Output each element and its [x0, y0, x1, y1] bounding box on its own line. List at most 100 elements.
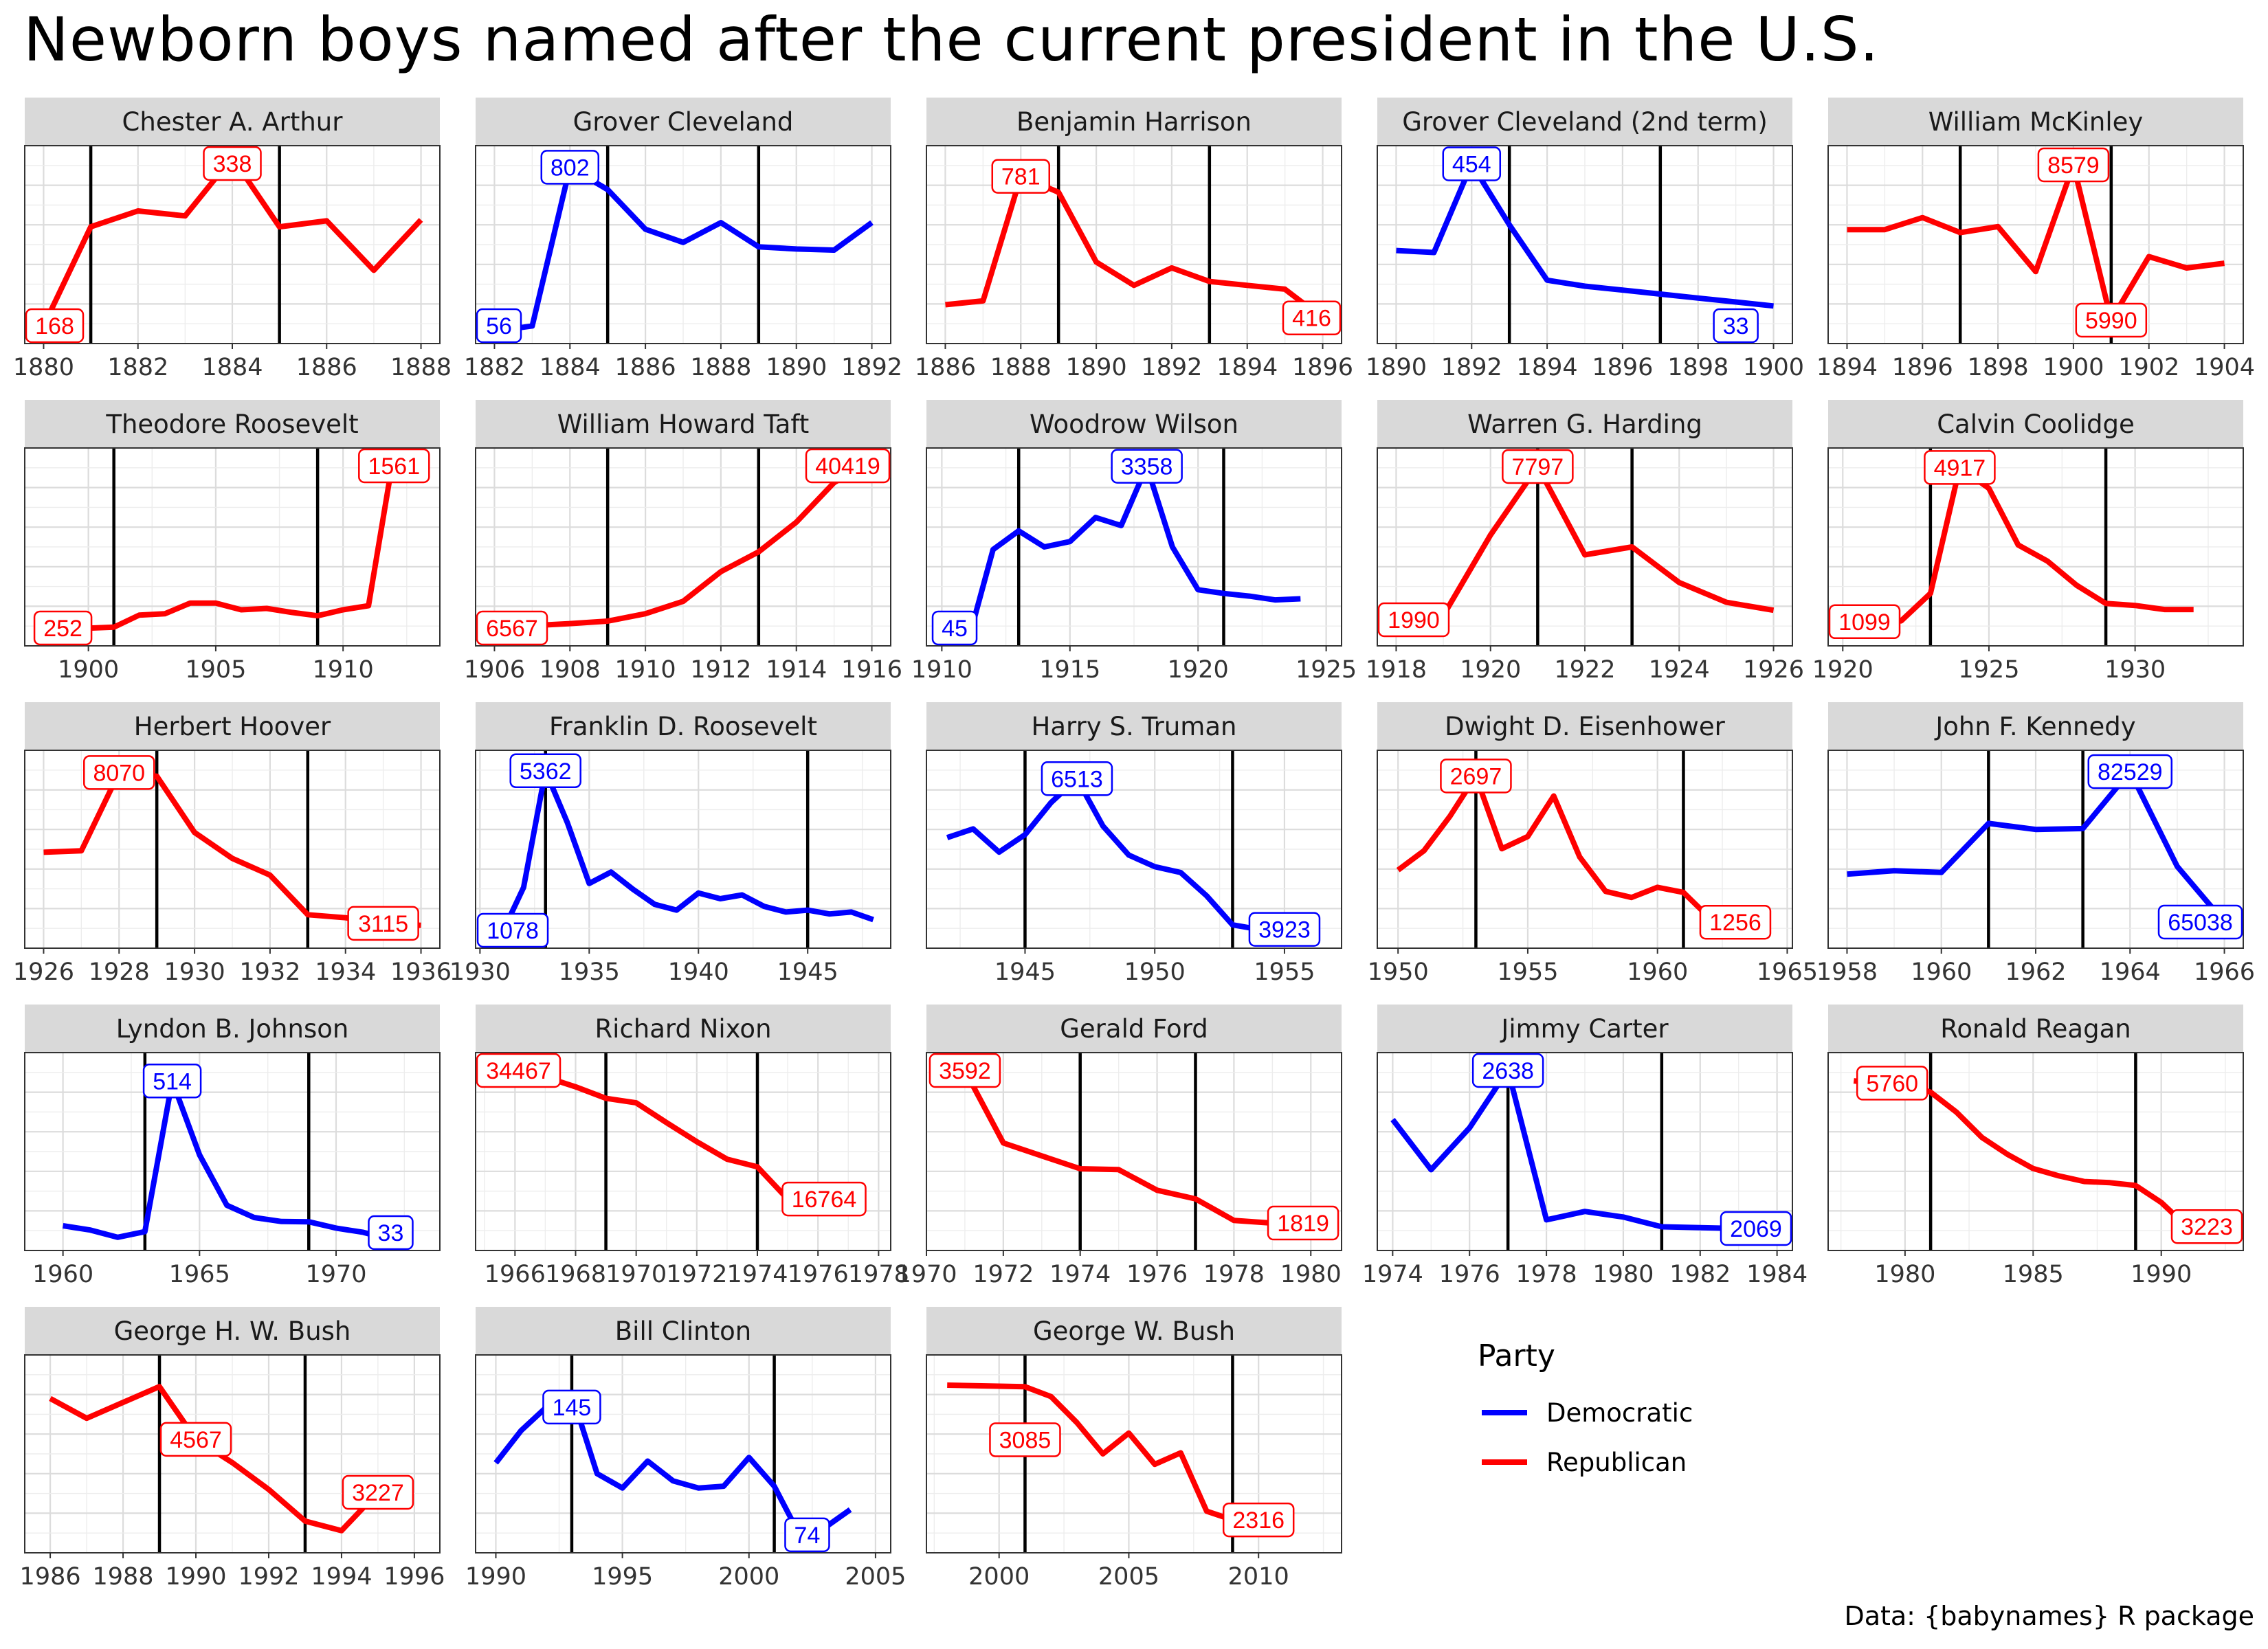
data-label-text: 252: [43, 616, 82, 642]
data-label-box: [1111, 449, 1183, 484]
x-tick-label: 1950: [1368, 958, 1429, 986]
data-label: 1099: [1828, 604, 1901, 640]
data-label-text: 4567: [170, 1427, 222, 1453]
x-tick-label: 1922: [1554, 656, 1615, 684]
strip-background: [926, 400, 1342, 448]
data-label: 1990: [1377, 602, 1450, 638]
strip-background: [25, 702, 440, 750]
data-label-text: 1561: [368, 453, 420, 480]
data-label: 65038: [2157, 904, 2243, 940]
data-label-text: 416: [1292, 306, 1331, 332]
panel-border: [475, 1354, 891, 1553]
panel-title: George W. Bush: [1033, 1316, 1235, 1346]
x-tick-label: 1894: [1216, 354, 1278, 381]
data-label-box: [1248, 912, 1321, 947]
data-label-text: 3227: [352, 1480, 404, 1506]
x-tick-label: 1990: [465, 1563, 526, 1591]
panel-border: [475, 750, 891, 949]
x-tick-label: 1916: [841, 656, 902, 684]
strip-background: [476, 1307, 891, 1355]
panel-george-w-bush: George W. Bush 2000 2005 2010 3085 2316: [926, 1307, 1342, 1591]
series-line: [1396, 464, 1775, 622]
data-label: 8070: [83, 755, 155, 790]
data-label: 56: [476, 308, 522, 344]
panel-lyndon-b-johnson: Lyndon B. Johnson 1960 1965 1970 514 33: [24, 1005, 441, 1288]
x-tick-label: 1955: [1254, 958, 1315, 986]
data-label-box: [142, 1064, 202, 1099]
strip-background: [25, 400, 440, 448]
x-tick-label: 1930: [2104, 656, 2166, 684]
data-label: 33: [368, 1215, 414, 1250]
data-label-box: [1442, 146, 1502, 181]
x-tick-label: 1978: [1203, 1261, 1265, 1288]
x-tick-label: 1892: [1441, 354, 1502, 381]
data-label-text: 5760: [1866, 1070, 1918, 1097]
panel-gerald-ford: Gerald Ford 1970 1972 1974 1976 1978 1980 3592 1…: [896, 1005, 1342, 1288]
data-label-text: 3115: [358, 911, 408, 937]
legend-title: Party: [1478, 1338, 1555, 1373]
x-tick-label: 1900: [1743, 354, 1804, 381]
data-label: 416: [1282, 300, 1342, 335]
panel-title: William Howard Taft: [557, 410, 810, 439]
panel-border: [926, 1354, 1342, 1553]
x-tick-label: 1950: [1124, 958, 1186, 986]
data-label: 168: [25, 308, 85, 344]
panel-border: [475, 447, 891, 647]
panel-warren-g-harding: Warren G. Harding 1918 1920 1922 1924 1926 199…: [1366, 400, 1804, 684]
x-tick-label: 1904: [2194, 354, 2255, 381]
x-tick-label: 1990: [2131, 1261, 2192, 1288]
data-label-box: [1377, 602, 1450, 638]
strip-background: [1828, 400, 2243, 448]
x-tick-label: 1890: [1366, 354, 1427, 381]
x-tick-label: 1930: [164, 958, 225, 986]
x-tick-label: 1902: [2118, 354, 2179, 381]
panel-franklin-d-roosevelt: Franklin D. Roosevelt 1930 1935 1940 1945 107…: [449, 702, 891, 986]
x-tick-label: 1896: [1592, 354, 1653, 381]
data-label: 82529: [2087, 754, 2173, 789]
data-label: 2697: [1440, 759, 1512, 794]
x-tick-label: 1994: [311, 1563, 372, 1591]
x-tick-label: 1890: [1066, 354, 1127, 381]
data-label-box: [989, 1422, 1061, 1457]
x-tick-label: 1896: [1892, 354, 1953, 381]
x-tick-label: 1918: [1366, 656, 1427, 684]
x-tick-label: 1985: [2003, 1261, 2064, 1288]
data-label-text: 1256: [1709, 910, 1761, 936]
data-label-box: [991, 159, 1051, 194]
x-tick-label: 1886: [915, 354, 976, 381]
x-tick-label: 1995: [592, 1563, 653, 1591]
data-label: 802: [540, 150, 600, 185]
panel-border: [926, 145, 1342, 344]
data-label: 33: [1713, 308, 1759, 344]
data-label-text: 5362: [520, 759, 572, 785]
x-tick-label: 1976: [1126, 1261, 1188, 1288]
data-label-box: [1267, 1205, 1339, 1241]
data-label-box: [476, 610, 548, 646]
x-tick-label: 1974: [726, 1261, 788, 1288]
data-label-text: 7797: [1512, 454, 1564, 480]
series-line: [1847, 768, 2227, 924]
x-tick-label: 1905: [185, 656, 246, 684]
data-label-text: 33: [378, 1220, 404, 1246]
x-tick-label: 1996: [383, 1563, 445, 1591]
data-label-box: [781, 1181, 867, 1217]
series-line: [1847, 162, 2225, 323]
x-tick-label: 1882: [464, 354, 525, 381]
series-line: [946, 776, 1285, 936]
x-tick-label: 1924: [1649, 656, 1710, 684]
strip-background: [1377, 702, 1792, 750]
data-label-text: 8579: [2047, 153, 2100, 179]
data-label-box: [358, 448, 430, 484]
data-label-text: 781: [1001, 164, 1041, 190]
data-label-text: 168: [35, 313, 74, 339]
data-label-box: [476, 1053, 562, 1088]
data-label-box: [1828, 604, 1901, 640]
x-tick-label: 1888: [390, 354, 452, 381]
data-label-text: 2316: [1232, 1507, 1285, 1534]
panel-richard-nixon: Richard Nixon 1966 1968 1970 1972 1974 1976 197…: [475, 1005, 909, 1288]
x-tick-label: 1955: [1497, 958, 1558, 986]
series-line: [493, 164, 874, 335]
panel-calvin-coolidge: Calvin Coolidge 1920 1925 1930 1099 4917: [1812, 400, 2244, 684]
data-label: 338: [203, 146, 262, 181]
panel-title: Grover Cleveland (2nd term): [1402, 107, 1768, 137]
